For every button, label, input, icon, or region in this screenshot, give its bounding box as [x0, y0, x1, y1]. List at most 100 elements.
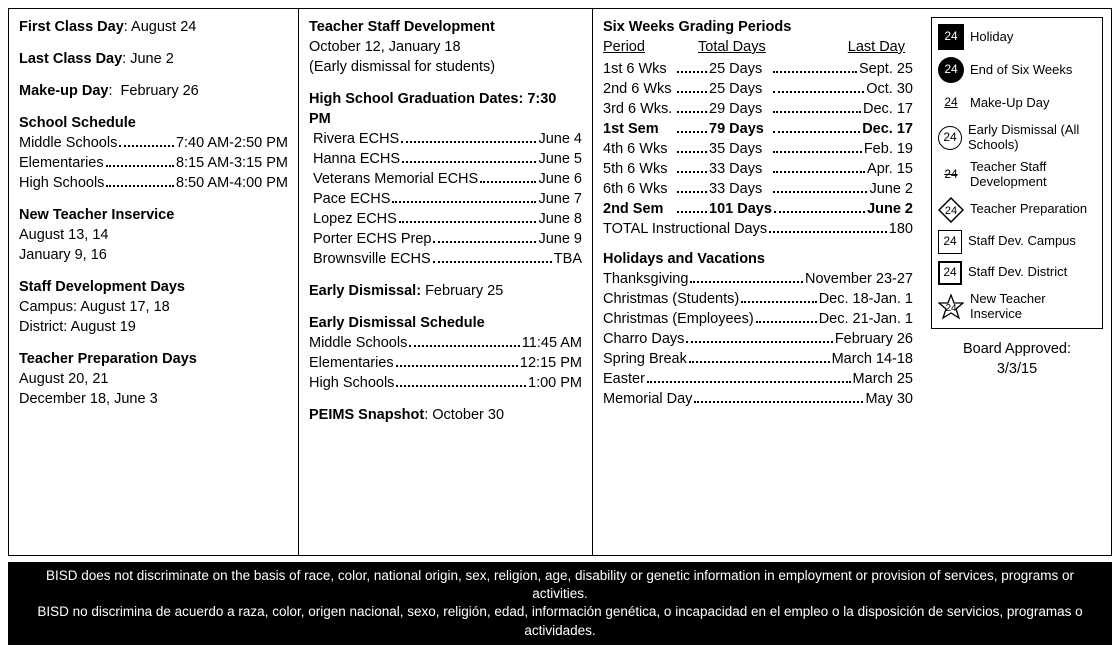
grad-title: High School Graduation Dates: 7:30 PM	[309, 89, 582, 129]
ed-sched-title: Early Dismissal Schedule	[309, 313, 582, 333]
legend-box: 24 Holiday 24 End of Six Weeks 24 Make-Up Day…	[931, 17, 1103, 329]
dot-row: Elementaries12:15 PM	[309, 353, 582, 373]
dot-row: Christmas (Students)Dec. 18-Jan. 1	[603, 289, 913, 309]
teacher-prep-l1: August 20, 21	[19, 369, 288, 389]
dot-row: Brownsville ECHSTBA	[313, 249, 582, 269]
makeup-value: February 26	[121, 83, 199, 99]
staff-dev-title: Staff Development Days	[19, 277, 288, 297]
total-instructional-row: TOTAL Instructional Days 180	[603, 219, 913, 239]
total-instr-label: TOTAL Instructional Days	[603, 219, 767, 239]
legend-label: Holiday	[970, 30, 1096, 45]
early-dis-label: Early Dismissal:	[309, 283, 421, 299]
teacher-prep-title: Teacher Preparation Days	[19, 349, 288, 369]
footer-es: BISD no discrimina de acuerdo a raza, co…	[17, 603, 1103, 639]
dot-row: Elementaries8:15 AM-3:15 PM	[19, 153, 288, 173]
column-periods: Six Weeks Grading Periods Period Total D…	[593, 9, 923, 555]
approved-date: 3/3/15	[931, 359, 1103, 379]
legend-item: 24 Make-Up Day	[938, 90, 1096, 116]
first-class-value: August 24	[131, 19, 196, 35]
staff-dev-icon: 24	[938, 162, 964, 188]
approved-label: Board Approved:	[931, 339, 1103, 359]
legend-label: Make-Up Day	[970, 96, 1096, 111]
peims-label: PEIMS Snapshot	[309, 407, 424, 423]
svg-text:24: 24	[945, 205, 957, 217]
staff-campus-icon: 24	[938, 230, 962, 254]
board-approved: Board Approved: 3/3/15	[931, 339, 1103, 379]
holiday-icon: 24	[938, 24, 964, 50]
makeup-icon: 24	[938, 90, 964, 116]
dot-row: Pace ECHSJune 7	[313, 189, 582, 209]
legend-item: 24Early Dismissal (All Schools)	[938, 123, 1096, 153]
legend-item: 24Teacher Staff Development	[938, 160, 1096, 190]
six-weeks-icon: 24	[938, 57, 964, 83]
early-dismissal-icon: 24	[938, 126, 962, 150]
periods-header: Period Total Days Last Day	[603, 37, 913, 57]
legend-item: 24 Teacher Preparation	[938, 197, 1096, 223]
tsd-l1: October 12, January 18	[309, 37, 582, 57]
early-dis-value: February 25	[425, 283, 503, 299]
legend-item: 24 New Teacher Inservice	[938, 292, 1096, 322]
staff-district-icon: 24	[938, 261, 962, 285]
teacher-prep-l2: December 18, June 3	[19, 389, 288, 409]
dot-row: EasterMarch 25	[603, 369, 913, 389]
period-row: 3rd 6 Wks.29 DaysDec. 17	[603, 99, 913, 119]
dot-row: Middle Schools7:40 AM-2:50 PM	[19, 133, 288, 153]
dot-row: ThanksgivingNovember 23-27	[603, 269, 913, 289]
period-row: 6th 6 Wks33 DaysJune 2	[603, 179, 913, 199]
peims-value: October 30	[432, 407, 504, 423]
dot-row: Spring BreakMarch 14-18	[603, 349, 913, 369]
period-row: 4th 6 Wks35 DaysFeb. 19	[603, 139, 913, 159]
periods-head-period: Period	[603, 37, 698, 57]
school-schedule-title: School Schedule	[19, 113, 288, 133]
nondiscrimination-footer: BISD does not discriminate on the basis …	[8, 562, 1112, 645]
period-row: 5th 6 Wks33 DaysApr. 15	[603, 159, 913, 179]
dot-row: Lopez ECHSJune 8	[313, 209, 582, 229]
dot-row: Christmas (Employees)Dec. 21-Jan. 1	[603, 309, 913, 329]
column-dates: First Class Day: August 24 Last Class Da…	[9, 9, 299, 555]
period-row: 2nd Sem101 DaysJune 2	[603, 199, 913, 219]
legend-label: Staff Dev. District	[968, 265, 1096, 280]
periods-title: Six Weeks Grading Periods	[603, 17, 913, 37]
calendar-info-box: First Class Day: August 24 Last Class Da…	[8, 8, 1112, 556]
dot-row: Charro DaysFebruary 26	[603, 329, 913, 349]
legend-label: Staff Dev. Campus	[968, 234, 1096, 249]
dot-row: Memorial DayMay 30	[603, 389, 913, 409]
holidays-title: Holidays and Vacations	[603, 249, 913, 269]
dot-row: High Schools1:00 PM	[309, 373, 582, 393]
period-row: 2nd 6 Wks25 DaysOct. 30	[603, 79, 913, 99]
tsd-title: Teacher Staff Development	[309, 17, 582, 37]
period-row: 1st Sem79 DaysDec. 17	[603, 119, 913, 139]
dot-row: Porter ECHS PrepJune 9	[313, 229, 582, 249]
footer-en: BISD does not discriminate on the basis …	[17, 567, 1103, 603]
staff-dev-l1: Campus: August 17, 18	[19, 297, 288, 317]
total-instr-value: 180	[889, 219, 913, 239]
last-class-label: Last Class Day	[19, 51, 122, 67]
legend-item: 24 Staff Dev. District	[938, 261, 1096, 285]
periods-head-days: Total Days	[698, 37, 818, 57]
new-teacher-l2: January 9, 16	[19, 245, 288, 265]
legend-label: New Teacher Inservice	[970, 292, 1096, 322]
svg-text:24: 24	[945, 303, 957, 314]
staff-dev-l2: District: August 19	[19, 317, 288, 337]
last-class-value: June 2	[130, 51, 174, 67]
teacher-prep-icon: 24	[938, 197, 964, 223]
legend-label: End of Six Weeks	[970, 63, 1096, 78]
tsd-l2: (Early dismissal for students)	[309, 57, 582, 77]
legend-label: Teacher Staff Development	[970, 160, 1096, 190]
column-events: Teacher Staff Development October 12, Ja…	[299, 9, 593, 555]
new-teacher-title: New Teacher Inservice	[19, 205, 288, 225]
legend-item: 24 Holiday	[938, 24, 1096, 50]
column-legend: 24 Holiday 24 End of Six Weeks 24 Make-Up Day…	[923, 9, 1111, 555]
dot-row: Veterans Memorial ECHSJune 6	[313, 169, 582, 189]
legend-label: Teacher Preparation	[970, 202, 1096, 217]
legend-item: 24 End of Six Weeks	[938, 57, 1096, 83]
first-class-label: First Class Day	[19, 19, 124, 35]
dot-row: Rivera ECHSJune 4	[313, 129, 582, 149]
makeup-label: Make-up Day	[19, 83, 108, 99]
legend-item: 24 Staff Dev. Campus	[938, 230, 1096, 254]
legend-label: Early Dismissal (All Schools)	[968, 123, 1096, 153]
new-teacher-icon: 24	[938, 294, 964, 320]
period-row: 1st 6 Wks25 DaysSept. 25	[603, 59, 913, 79]
periods-head-last: Last Day	[818, 37, 913, 57]
dot-row: High Schools8:50 AM-4:00 PM	[19, 173, 288, 193]
